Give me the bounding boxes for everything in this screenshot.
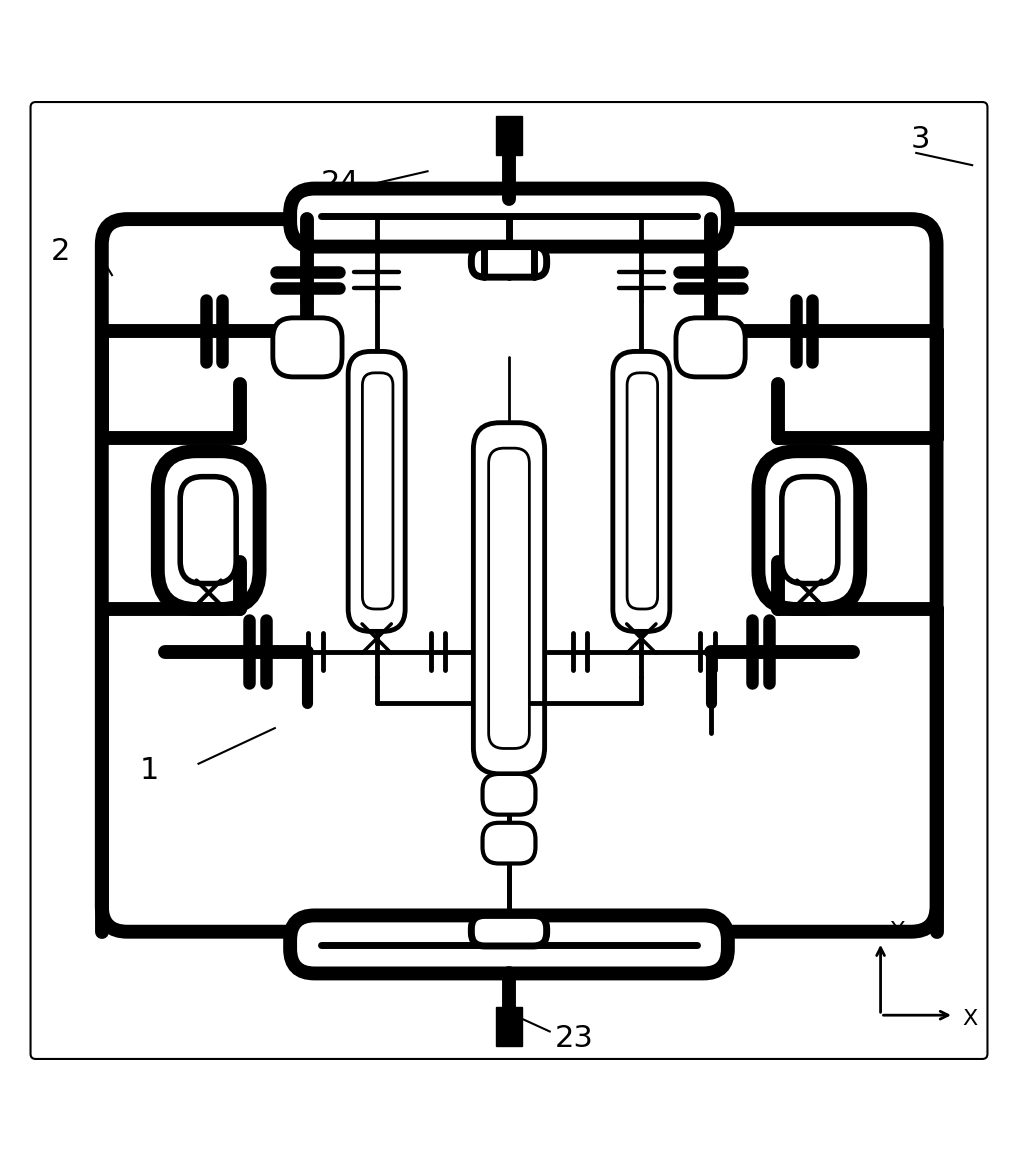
FancyBboxPatch shape bbox=[758, 452, 860, 610]
Text: 24: 24 bbox=[321, 168, 359, 197]
FancyBboxPatch shape bbox=[362, 373, 393, 610]
FancyBboxPatch shape bbox=[483, 823, 535, 864]
Bar bbox=[466, 918, 552, 937]
Bar bbox=[466, 205, 552, 224]
Text: Y: Y bbox=[891, 921, 905, 940]
FancyBboxPatch shape bbox=[348, 352, 405, 632]
FancyBboxPatch shape bbox=[483, 774, 535, 815]
FancyBboxPatch shape bbox=[290, 188, 728, 246]
FancyBboxPatch shape bbox=[471, 246, 547, 277]
FancyBboxPatch shape bbox=[180, 477, 236, 584]
FancyBboxPatch shape bbox=[489, 448, 529, 749]
FancyBboxPatch shape bbox=[627, 373, 658, 610]
FancyBboxPatch shape bbox=[613, 352, 670, 632]
FancyBboxPatch shape bbox=[290, 915, 728, 973]
FancyBboxPatch shape bbox=[273, 318, 342, 377]
FancyBboxPatch shape bbox=[782, 477, 838, 584]
Text: X: X bbox=[962, 1009, 977, 1030]
Bar bbox=[496, 116, 522, 154]
Text: 3: 3 bbox=[911, 125, 930, 154]
FancyBboxPatch shape bbox=[158, 452, 260, 610]
FancyBboxPatch shape bbox=[473, 423, 545, 774]
Text: 23: 23 bbox=[555, 1024, 593, 1053]
FancyBboxPatch shape bbox=[676, 318, 745, 377]
Text: 1: 1 bbox=[139, 756, 159, 785]
FancyBboxPatch shape bbox=[471, 915, 547, 946]
Text: 2: 2 bbox=[51, 237, 70, 266]
Bar bbox=[496, 1007, 522, 1046]
